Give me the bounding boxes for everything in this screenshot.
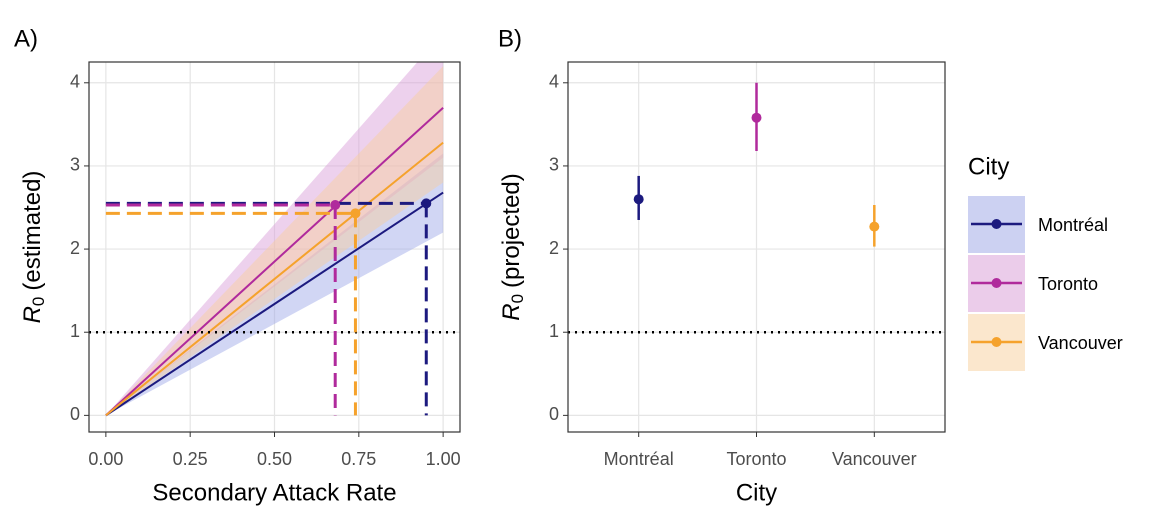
x-tick-label: 0.00	[88, 449, 123, 469]
x-axis-title: City	[736, 479, 777, 506]
panel-border	[88, 61, 461, 433]
y-axis-text: (estimated)	[19, 171, 46, 291]
y-tick-label: 2	[70, 238, 80, 258]
y-axis-title: R0 (projected)	[498, 173, 527, 321]
y-axis-text: (projected)	[498, 173, 525, 288]
plot-area	[105, 62, 444, 417]
y-tick-label: 1	[70, 321, 80, 341]
panel-label: B)	[498, 25, 522, 52]
legend-point	[991, 219, 1002, 229]
y-tick-label: 4	[70, 72, 80, 92]
x-tick-label: 0.25	[173, 449, 208, 469]
y-axis-symbol: R	[498, 303, 525, 320]
x-tick-label: Vancouver	[832, 449, 917, 469]
y-axis-subscript: 0	[29, 297, 48, 306]
y-tick-label: 4	[549, 72, 559, 92]
x-tick-label: 0.75	[341, 449, 376, 469]
y-tick-label: 0	[549, 404, 559, 424]
line	[105, 191, 444, 417]
x-tick-label: 1.00	[426, 449, 461, 469]
panel-label: A)	[14, 25, 38, 52]
panel-border	[567, 61, 946, 433]
y-axis-title: R0 (estimated)	[19, 171, 48, 324]
point	[751, 112, 762, 123]
legend-label: Montréal	[1038, 215, 1108, 235]
point	[421, 198, 432, 209]
confidence-band	[105, 62, 444, 416]
point	[350, 208, 361, 219]
y-tick-label: 3	[549, 155, 559, 175]
point	[330, 200, 341, 211]
confidence-band	[105, 66, 444, 416]
x-tick-label: Toronto	[726, 449, 786, 469]
x-axis-title: Secondary Attack Rate	[152, 479, 396, 506]
y-tick-label: 0	[70, 404, 80, 424]
point	[869, 221, 880, 232]
x-tick-label: Montréal	[604, 449, 674, 469]
y-tick-label: 2	[549, 238, 559, 258]
legend-label: Toronto	[1038, 274, 1098, 294]
x-tick-label: 0.50	[257, 449, 292, 469]
y-axis-symbol: R	[19, 306, 46, 323]
confidence-band	[105, 153, 444, 416]
line	[105, 141, 444, 417]
point	[633, 194, 644, 205]
legend-point	[991, 278, 1002, 288]
legend-label: Vancouver	[1038, 333, 1123, 353]
y-tick-label: 1	[549, 321, 559, 341]
line	[105, 106, 444, 417]
y-tick-label: 3	[70, 155, 80, 175]
legend-point	[991, 337, 1002, 347]
legend-title: City	[968, 153, 1009, 180]
y-axis-subscript: 0	[508, 294, 527, 303]
